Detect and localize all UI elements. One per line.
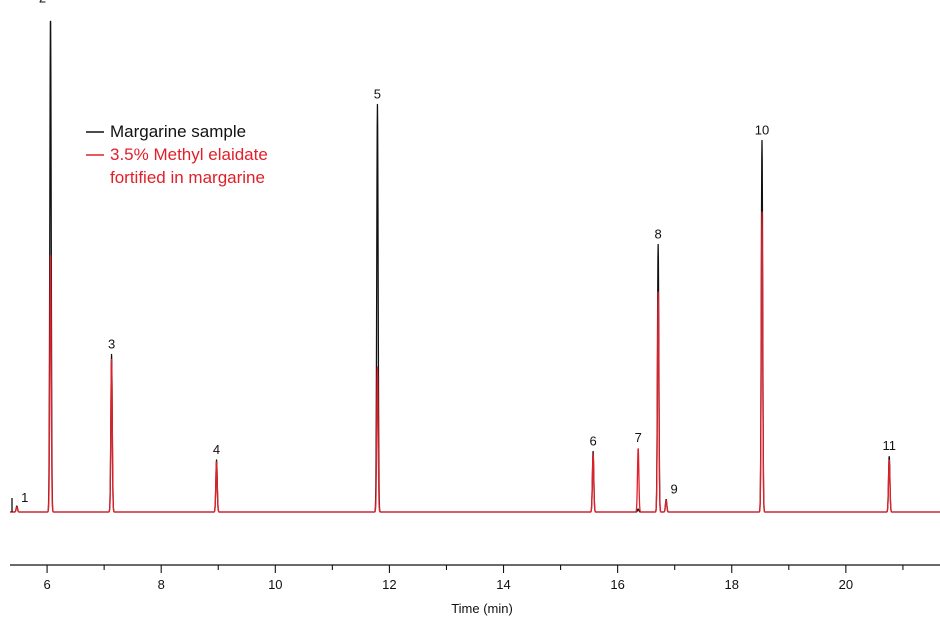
peak-label-3: 3 xyxy=(108,337,115,352)
x-axis-title: Time (min) xyxy=(451,601,513,616)
peak-label-1: 1 xyxy=(21,490,28,505)
x-tick-label: 16 xyxy=(610,577,624,592)
peak-label-7: 7 xyxy=(635,430,642,445)
peak-label-8: 8 xyxy=(654,227,661,242)
legend-entry-text: fortified in margarine xyxy=(110,168,265,187)
series-line-fortified-sample xyxy=(9,211,940,513)
peak-label-10: 10 xyxy=(755,123,769,138)
peak-label-4: 4 xyxy=(213,442,220,457)
x-tick-label: 20 xyxy=(839,577,853,592)
chromatogram-traces xyxy=(9,20,940,513)
peak-label-2: 2 xyxy=(39,0,46,6)
chart-legend: Margarine sample 3.5% Methyl elaidate fort… xyxy=(86,122,268,187)
x-tick-label: 14 xyxy=(496,577,510,592)
peak-labels: 1 2 3 4 5 6 7 8 9 10 11 xyxy=(21,0,896,505)
legend-entry-text: 3.5% Methyl elaidate xyxy=(110,145,268,164)
peak-label-6: 6 xyxy=(589,434,596,449)
peak-label-9: 9 xyxy=(670,482,677,497)
x-tick-label: 12 xyxy=(382,577,396,592)
x-tick-label: 6 xyxy=(43,577,50,592)
series-line-margarine-sample xyxy=(9,20,940,513)
x-tick-label: 8 xyxy=(158,577,165,592)
peak-label-5: 5 xyxy=(374,87,381,102)
x-tick-label: 10 xyxy=(268,577,282,592)
legend-entry-text: Margarine sample xyxy=(110,122,246,141)
x-axis: 6 8 10 12 14 16 18 20 xyxy=(10,564,940,592)
peak-label-11: 11 xyxy=(882,438,896,453)
x-tick-label: 18 xyxy=(725,577,739,592)
